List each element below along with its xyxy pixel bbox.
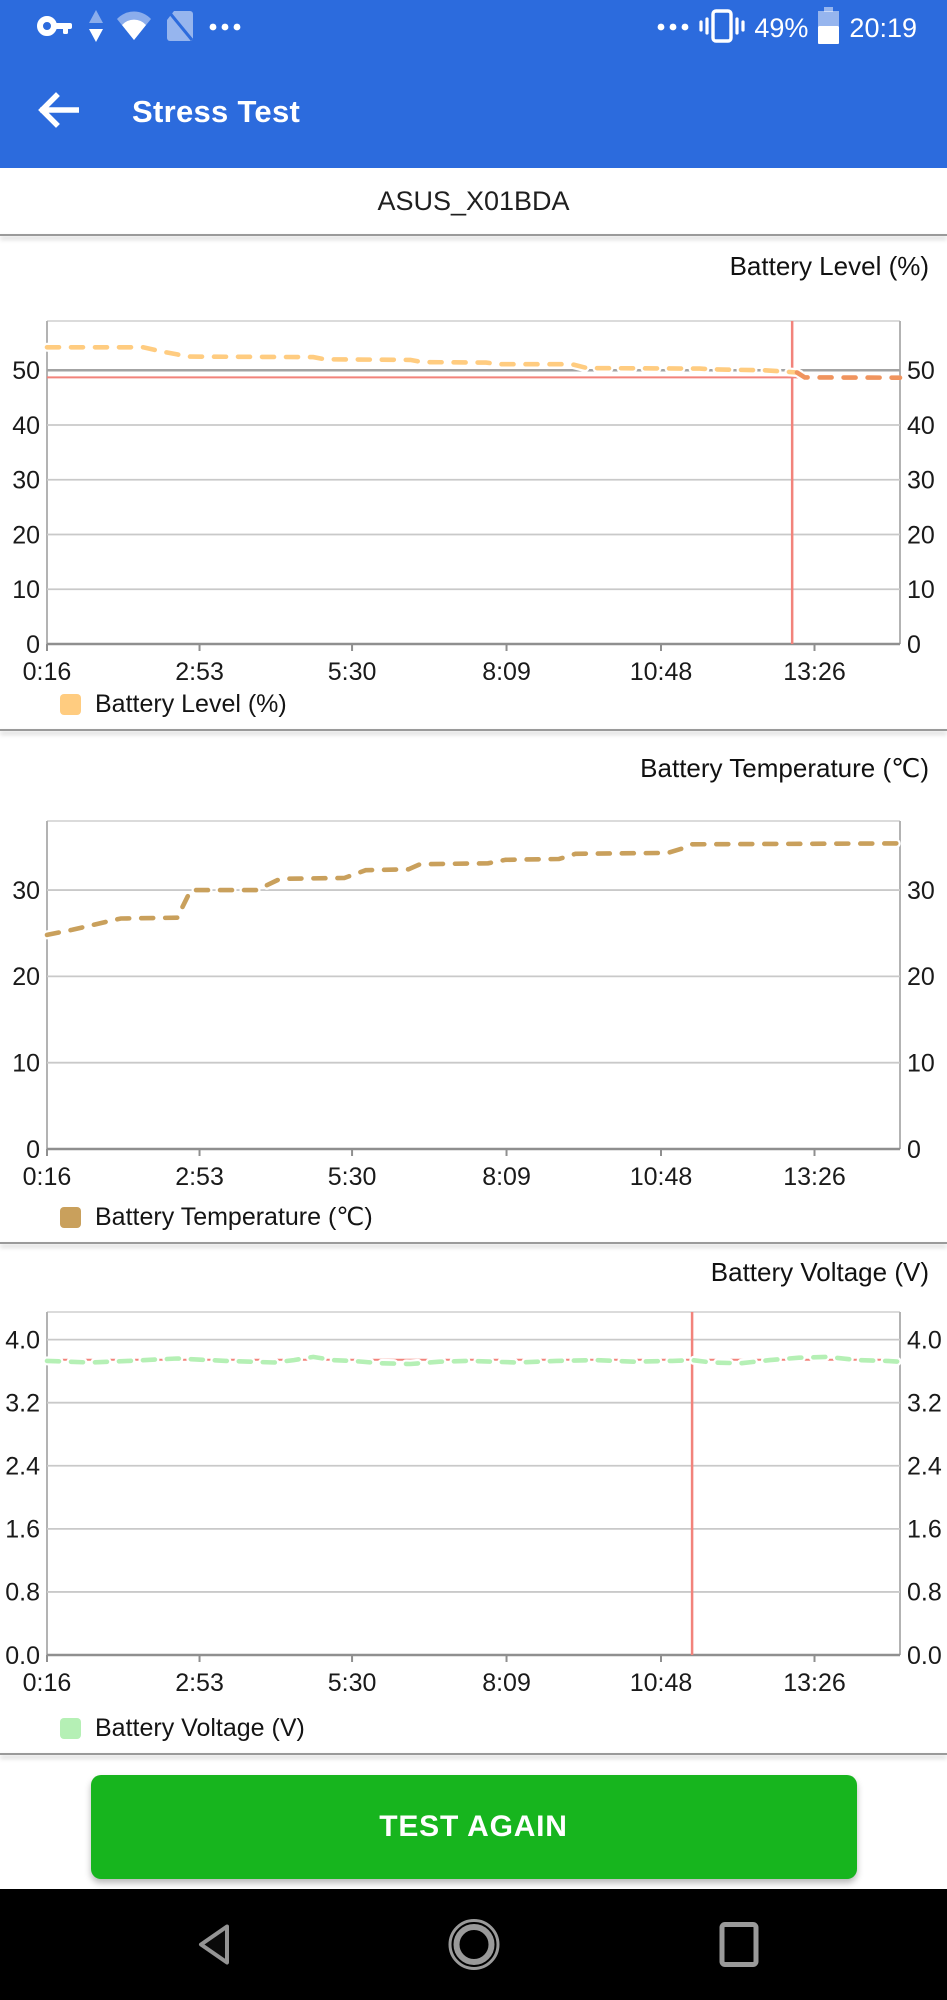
svg-text:0:16: 0:16 <box>23 1669 72 1697</box>
battery-temperature-legend-swatch <box>60 1206 81 1228</box>
android-nav-bar <box>0 1889 947 2000</box>
clock-text: 20:19 <box>849 12 917 43</box>
status-bar-right: 49% 20:19 <box>656 6 917 50</box>
battery-level-legend-label: Battery Level (%) <box>95 690 287 718</box>
svg-text:13:26: 13:26 <box>783 1163 846 1191</box>
section-divider <box>0 1242 947 1244</box>
device-name: ASUS_X01BDA <box>0 168 947 234</box>
battery-voltage-legend-label: Battery Voltage (V) <box>95 1714 305 1742</box>
svg-text:10: 10 <box>907 1049 935 1077</box>
status-bar-left <box>36 9 242 48</box>
vibrate-icon <box>699 7 745 50</box>
battery-voltage-legend-swatch <box>60 1718 81 1739</box>
svg-text:10: 10 <box>907 576 935 604</box>
battery-temperature-section: Battery Temperature (℃) 0 0 10 10 20 20 30 30 0:… <box>0 731 947 1232</box>
nav-back-icon[interactable] <box>193 1922 233 1973</box>
nav-home-icon[interactable] <box>447 1918 501 1977</box>
svg-text:5:30: 5:30 <box>328 658 377 686</box>
svg-text:0:16: 0:16 <box>23 658 72 686</box>
wifi-icon <box>116 10 152 46</box>
svg-text:20: 20 <box>907 963 935 991</box>
battery-level-plot[interactable]: 0 0 10 10 20 20 30 30 40 40 50 50 0:16 2:53 5:30 8:09 10… <box>0 288 947 688</box>
battery-icon <box>817 6 840 50</box>
battery-voltage-section: Battery Voltage (V) 0.0 0.0 0.8 0.8 1.6 1.6 2.… <box>0 1244 947 1743</box>
back-arrow-icon <box>37 90 80 135</box>
svg-text:50: 50 <box>907 357 935 385</box>
svg-text:0.0: 0.0 <box>5 1642 40 1670</box>
button-area: TEST AGAIN <box>0 1755 947 1889</box>
svg-text:0.8: 0.8 <box>907 1579 942 1607</box>
svg-text:1.6: 1.6 <box>5 1516 40 1544</box>
battery-voltage-plot[interactable]: 0.0 0.0 0.8 0.8 1.6 1.6 2.4 2.4 3.2 3.2 4.0 4.0 0:16… <box>0 1294 947 1712</box>
section-divider <box>0 729 947 731</box>
svg-text:13:26: 13:26 <box>783 658 846 686</box>
nav-recents-icon[interactable] <box>718 1921 760 1974</box>
status-bar: 49% 20:19 <box>0 0 947 56</box>
svg-text:0.0: 0.0 <box>907 1642 942 1670</box>
svg-text:4.0: 4.0 <box>907 1326 942 1354</box>
svg-text:30: 30 <box>907 877 935 905</box>
svg-text:8:09: 8:09 <box>482 658 531 686</box>
battery-level-legend: Battery Level (%) <box>60 690 947 719</box>
battery-temperature-legend-label: Battery Temperature (℃) <box>95 1203 373 1231</box>
test-again-button[interactable]: TEST AGAIN <box>90 1775 857 1879</box>
svg-text:40: 40 <box>907 412 935 440</box>
overflow-dots-icon <box>656 19 690 37</box>
page-title: Stress Test <box>132 94 301 129</box>
svg-text:10:48: 10:48 <box>630 1669 693 1697</box>
svg-text:0: 0 <box>26 631 40 659</box>
svg-text:0: 0 <box>26 1136 40 1164</box>
svg-text:0:16: 0:16 <box>23 1163 72 1191</box>
battery-percent-text: 49% <box>754 12 809 43</box>
svg-text:2:53: 2:53 <box>175 1669 224 1697</box>
svg-text:40: 40 <box>12 412 40 440</box>
svg-text:20: 20 <box>12 521 40 549</box>
svg-text:0: 0 <box>907 1136 921 1164</box>
svg-text:8:09: 8:09 <box>482 1669 531 1697</box>
svg-text:3.2: 3.2 <box>907 1389 942 1417</box>
svg-text:2:53: 2:53 <box>175 658 224 686</box>
svg-text:50: 50 <box>12 357 40 385</box>
svg-text:4.0: 4.0 <box>5 1326 40 1354</box>
svg-text:0.8: 0.8 <box>5 1579 40 1607</box>
battery-level-legend-swatch <box>60 694 81 715</box>
svg-text:10: 10 <box>12 576 40 604</box>
back-button[interactable] <box>36 90 80 134</box>
svg-text:1.6: 1.6 <box>907 1516 942 1544</box>
overflow-dots-icon <box>208 19 242 37</box>
key-icon <box>36 11 76 46</box>
section-divider <box>0 234 947 236</box>
svg-text:10:48: 10:48 <box>630 1163 693 1191</box>
svg-text:3.2: 3.2 <box>5 1389 40 1417</box>
chart-title-battery-voltage: Battery Voltage (V) <box>710 1257 929 1287</box>
svg-text:30: 30 <box>12 467 40 495</box>
app-bar: Stress Test <box>0 56 947 168</box>
svg-text:30: 30 <box>12 877 40 905</box>
battery-temperature-legend: Battery Temperature (℃) <box>60 1202 947 1232</box>
battery-level-section: Battery Level (%) 0 0 10 10 20 20 30 30 40 40 50 50… <box>0 236 947 719</box>
svg-text:2.4: 2.4 <box>907 1453 942 1481</box>
svg-text:2:53: 2:53 <box>175 1163 224 1191</box>
sim-slash-icon <box>164 9 196 48</box>
svg-text:8:09: 8:09 <box>482 1163 531 1191</box>
section-divider <box>0 1753 947 1755</box>
svg-text:10:48: 10:48 <box>630 658 693 686</box>
chart-title-battery-temperature: Battery Temperature (℃) <box>640 753 929 783</box>
svg-text:20: 20 <box>12 963 40 991</box>
svg-text:13:26: 13:26 <box>783 1669 846 1697</box>
battery-voltage-legend: Battery Voltage (V) <box>60 1714 947 1743</box>
svg-text:5:30: 5:30 <box>328 1163 377 1191</box>
data-arrows-icon <box>88 9 104 48</box>
svg-text:5:30: 5:30 <box>328 1669 377 1697</box>
svg-text:0: 0 <box>907 631 921 659</box>
svg-text:30: 30 <box>907 467 935 495</box>
chart-title-battery-level: Battery Level (%) <box>729 251 929 281</box>
svg-text:2.4: 2.4 <box>5 1453 40 1481</box>
svg-text:10: 10 <box>12 1049 40 1077</box>
svg-text:20: 20 <box>907 521 935 549</box>
battery-temperature-plot[interactable]: 0 0 10 10 20 20 30 30 0:16 2:53 5:30 8:09 10:48 13:26 <box>0 790 947 1200</box>
